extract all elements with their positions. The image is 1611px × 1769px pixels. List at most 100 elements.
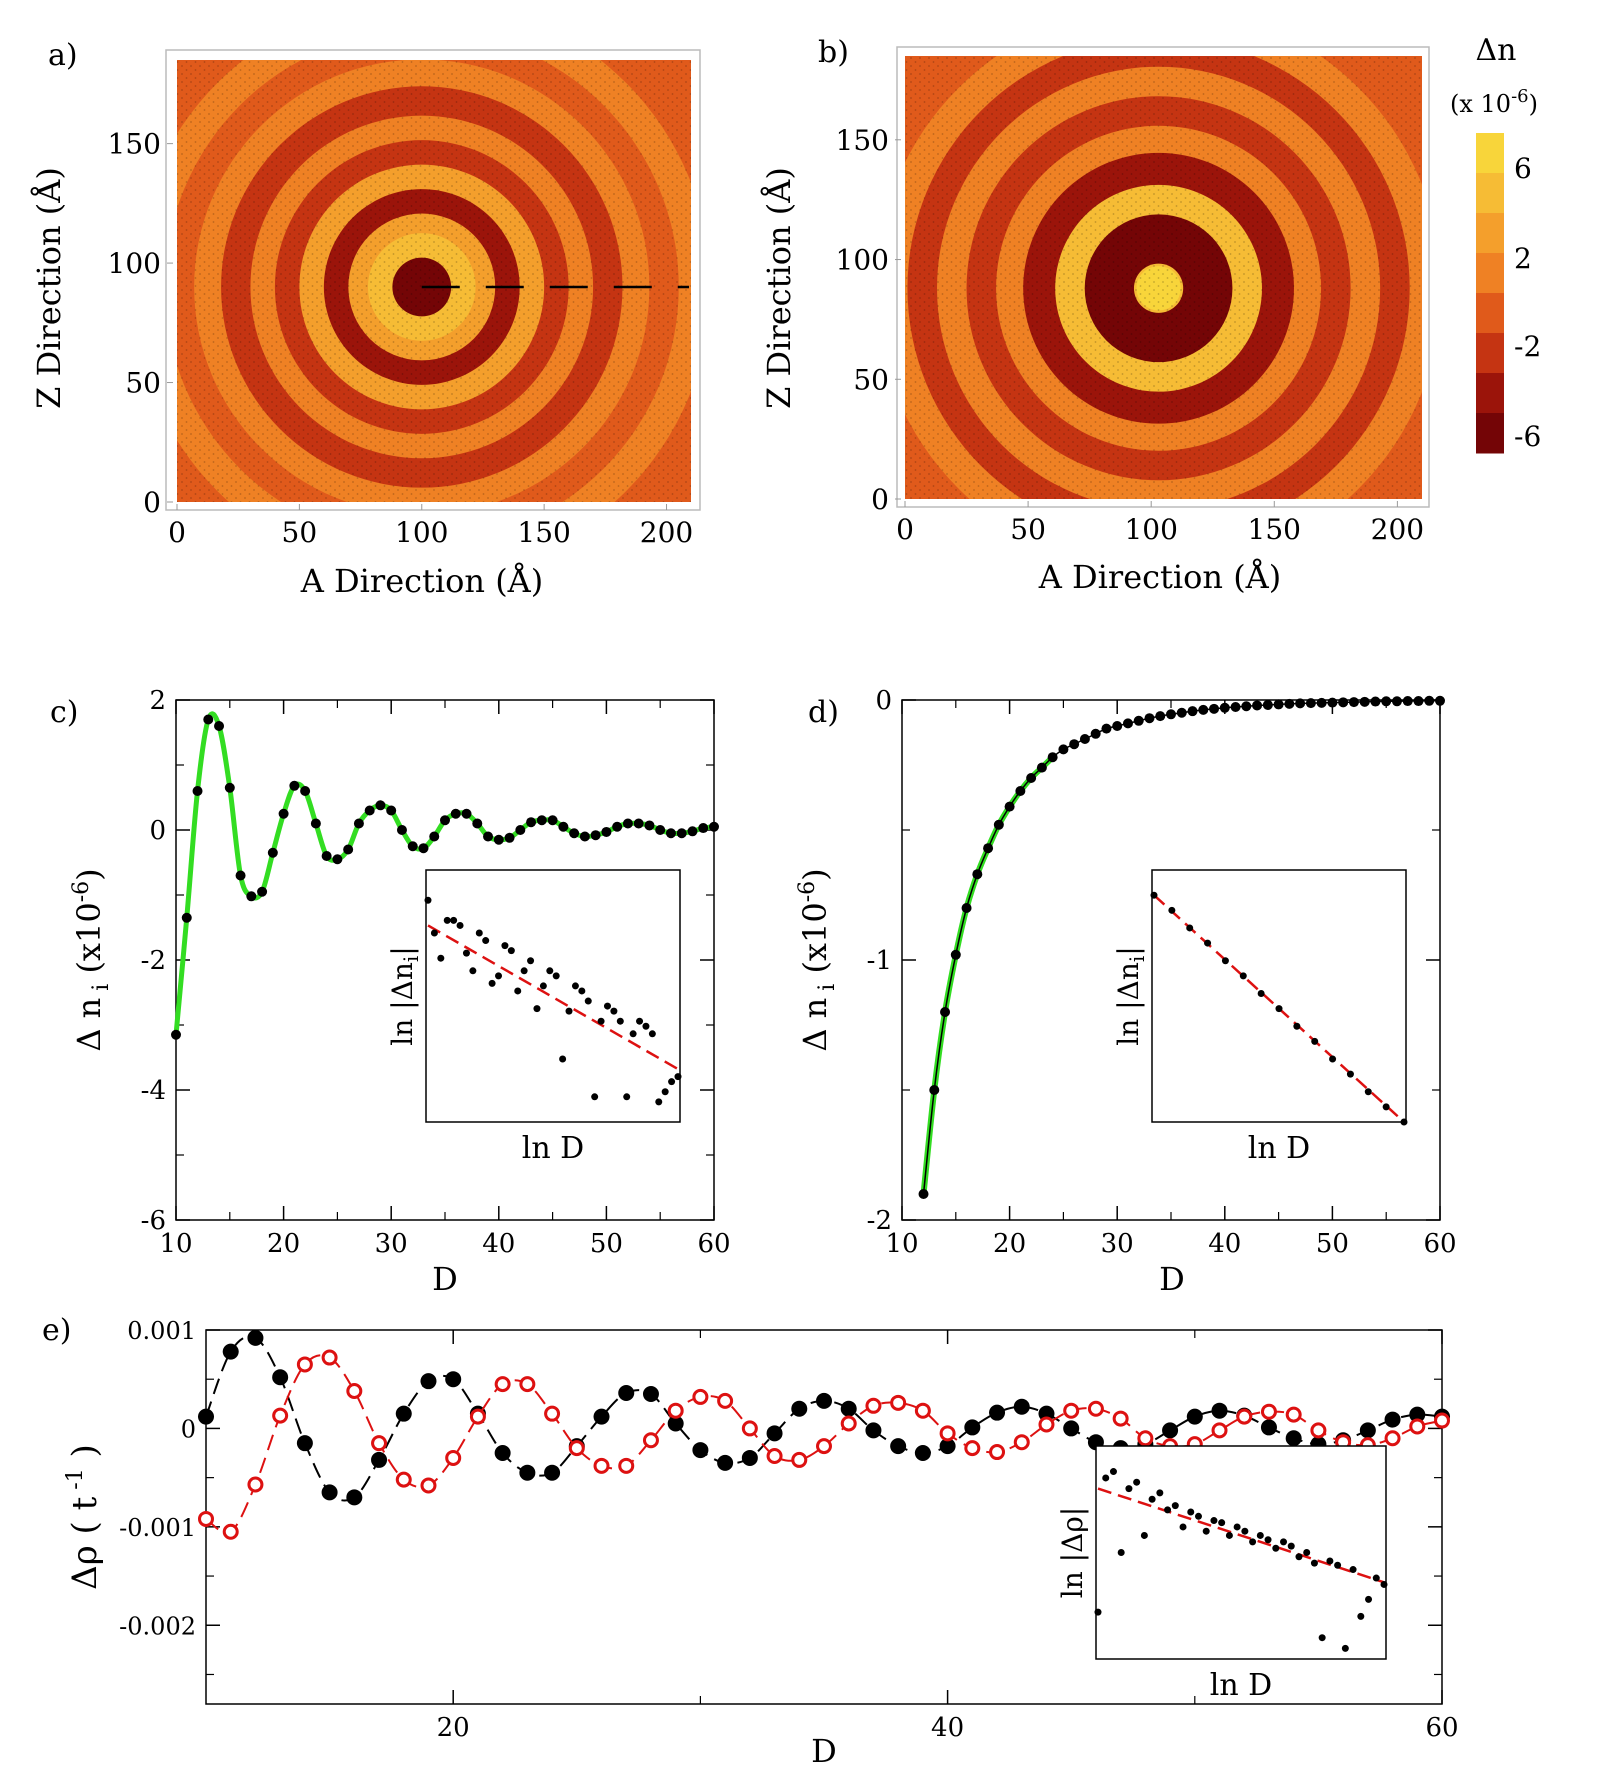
plot-e-series-1-point [766,1447,783,1464]
inset-d-point [1293,1022,1301,1030]
inset-c-point [462,949,470,957]
plot-e-series-0-point [445,1371,462,1388]
plot-c-point [235,870,246,881]
plot-d-xtick-label: 20 [993,1229,1026,1259]
colorbar-unit: (x 10-6) [1450,86,1538,118]
inset-e-ylabel: ln |Δρ| [1056,1507,1089,1598]
plot-e-series-0-point [1063,1420,1080,1437]
plot-c-point [655,825,666,835]
inset-d-point [1275,1005,1283,1013]
plot-d-point [1079,734,1090,744]
plot-e-series-1-point [568,1440,585,1457]
plot-c-point [698,823,709,834]
plot-d-point [1133,715,1144,726]
inset-c-point [648,1030,656,1038]
plot-d-ytick-label: 0 [875,686,892,716]
inset-e-point [1140,1531,1148,1539]
plot-c-point [332,854,343,865]
plot-e-series-0-point [618,1384,635,1401]
heatmap-a-ylabel: Z Direction (Å) [30,167,68,409]
plot-d-point [1069,739,1080,750]
plot-e-series-0-point [1285,1430,1302,1447]
inset-d-point [1186,924,1194,932]
heatmap-a-ytick-label: 0 [143,486,161,519]
inset-d-xlabel: ln D [1248,1131,1311,1166]
plot-e-series-0-point [1409,1406,1426,1423]
inset-c-point [584,997,592,1005]
panel-label-d: d) [808,695,839,730]
plot-c-point [171,1029,181,1040]
plot-e-series-1-point [1013,1434,1030,1451]
inset-d-point [1400,1118,1408,1126]
plot-e-series-1-point [1310,1422,1327,1439]
plot-e-series-1-point [346,1383,363,1400]
plot-c-ytick-label: -2 [141,946,166,976]
plot-e-series-1-point [1211,1422,1228,1439]
plot-e-series-1-point [544,1405,561,1422]
heatmap-a-ytick-label: 150 [108,128,161,161]
plot-e-series-1-point [494,1376,511,1393]
colorbar-tick-2: -2 [1514,330,1541,363]
inset-e-point [1179,1523,1187,1531]
inset-c-point [501,942,509,950]
heatmap-b-xtick-label: 100 [1124,513,1177,546]
plot-e-series-1-point [692,1388,709,1405]
heatmap-a-xtick-label: 200 [640,516,693,549]
plot-c-point [321,851,332,861]
inset-e-point [1148,1495,1156,1503]
inset-e-point [1280,1538,1288,1546]
inset-e-point [1295,1553,1303,1561]
plot-e-series-1-point [717,1392,734,1409]
inset-d-point [1221,957,1229,965]
plot-c-point [375,800,386,811]
inset-e-point [1164,1506,1172,1514]
plot-e-series-0-point [914,1445,931,1462]
inset-c-point [539,982,547,990]
inset-c-point [437,954,445,962]
plot-d-point [972,869,983,880]
plot-e-series-1-point [272,1407,289,1424]
inset-e-point [1372,1574,1380,1582]
plot-e-ytick-label: 0 [181,1415,196,1443]
plot-e-series-0-point [1162,1422,1179,1439]
inset-e-point [1341,1644,1349,1652]
plot-e-series-0-point [1211,1402,1228,1419]
heatmap-b-lattice [905,56,1422,499]
plot-c-ytick-label: -6 [141,1206,166,1236]
plot-e-series-1-point [198,1510,214,1527]
inset-e-point [1272,1544,1280,1552]
plot-c-point [278,808,289,819]
inset-c-point [629,1030,637,1038]
plot-c-point [214,721,225,731]
inset-d-point [1382,1103,1390,1111]
plot-d-point [961,903,972,913]
plot-d-point [1209,703,1220,714]
plot-d-point [1176,707,1187,718]
plot-c-point [601,826,612,837]
inset-d-point [1204,939,1212,947]
plot-c-fit-curve [173,711,715,1035]
inset-e-point [1318,1634,1326,1642]
panel-label-e: e) [42,1313,71,1348]
plot-d-point [1230,702,1241,713]
inset-e-point [1241,1527,1249,1535]
plot-d-point [1241,701,1252,712]
plot-e-series-1-point [395,1471,412,1488]
heatmap-b-xtick-label: 150 [1248,513,1301,546]
plot-d-point [983,843,994,854]
heatmap-b-ylabel: Z Direction (Å) [760,167,798,409]
plot-c: 10 20 30 40 50 60 -6 -4 -2 0 2 D Δ n i (x10-6) ln D ln… [69,686,731,1298]
panel-label-a: a) [48,38,78,73]
inset-e-xlabel: ln D [1210,1668,1273,1703]
plot-d-point [1391,696,1402,707]
inset-d-point [1257,989,1265,997]
inset-c-point [597,1017,605,1025]
plot-e-series-1-point [1285,1406,1302,1423]
plot-e-series-0-point [395,1405,412,1422]
inset-d-point [1346,1070,1354,1078]
plot-c-point [526,817,537,828]
plot-c-point [504,832,515,843]
heatmap-a-ytick-label: 50 [125,367,161,400]
inset-e-point [1310,1559,1318,1567]
inset-c-point [456,921,464,929]
